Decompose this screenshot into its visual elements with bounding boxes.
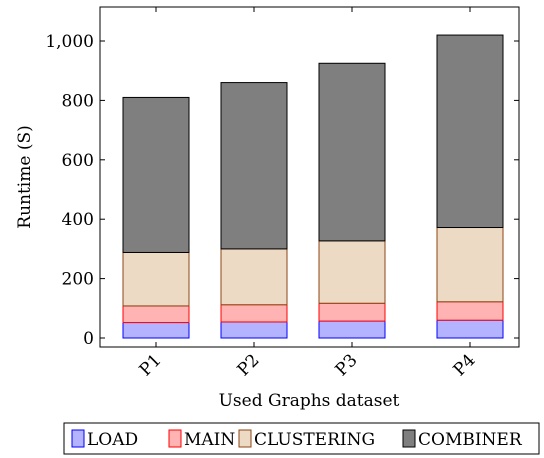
y-tick-label: 0 [83, 329, 94, 349]
bar-p1-clustering [122, 251, 190, 307]
legend-swatch-clustering [238, 429, 252, 448]
legend-frame [63, 422, 540, 455]
plot-frame [99, 6, 520, 348]
bar-p1-combiner [122, 96, 190, 253]
bar-p2-main [220, 304, 288, 323]
legend-swatch-combiner [402, 429, 416, 448]
legend-label-load: LOAD [87, 430, 138, 450]
y-tick-label: 600 [62, 151, 94, 171]
bar-p4-clustering [436, 227, 504, 303]
legend-swatch-main [168, 429, 182, 448]
legend-label-main: MAIN [184, 430, 235, 450]
y-tick-label: 1,000 [45, 32, 94, 52]
bar-p3-load [318, 320, 386, 339]
bar-p4-main [436, 301, 504, 321]
bar-p2-clustering [220, 248, 288, 306]
y-tick-label: 200 [62, 270, 94, 290]
legend: LOAD MAIN CLUSTERING COMBINER [63, 422, 540, 455]
legend-label-combiner: COMBINER [418, 430, 523, 450]
bar-p1-load [122, 322, 190, 339]
bars-layer [122, 34, 504, 339]
x-tick-label-p1: P1 [136, 350, 166, 380]
y-tick-label: 800 [62, 91, 94, 111]
x-axis-title: Used Graphs dataset [219, 391, 400, 411]
bar-p3-main [318, 302, 386, 322]
bar-p2-combiner [220, 82, 288, 250]
bar-p4-combiner [436, 34, 504, 229]
bar-p4-load [436, 319, 504, 339]
x-tick-label-p2: P2 [234, 350, 264, 380]
bar-p3-clustering [318, 240, 386, 304]
x-tick-label-p4: P4 [450, 350, 480, 380]
x-tick-label-p3: P3 [332, 350, 362, 380]
y-axis-title: Runtime (S) [15, 125, 35, 228]
bar-p1-main [122, 305, 190, 324]
legend-swatch-load [71, 429, 85, 448]
bar-p2-load [220, 321, 288, 339]
bar-p3-combiner [318, 62, 386, 242]
legend-label-clustering: CLUSTERING [254, 430, 375, 450]
y-tick-label: 400 [62, 210, 94, 230]
y-axis: 0 200 400 600 800 1,000 [45, 32, 519, 349]
